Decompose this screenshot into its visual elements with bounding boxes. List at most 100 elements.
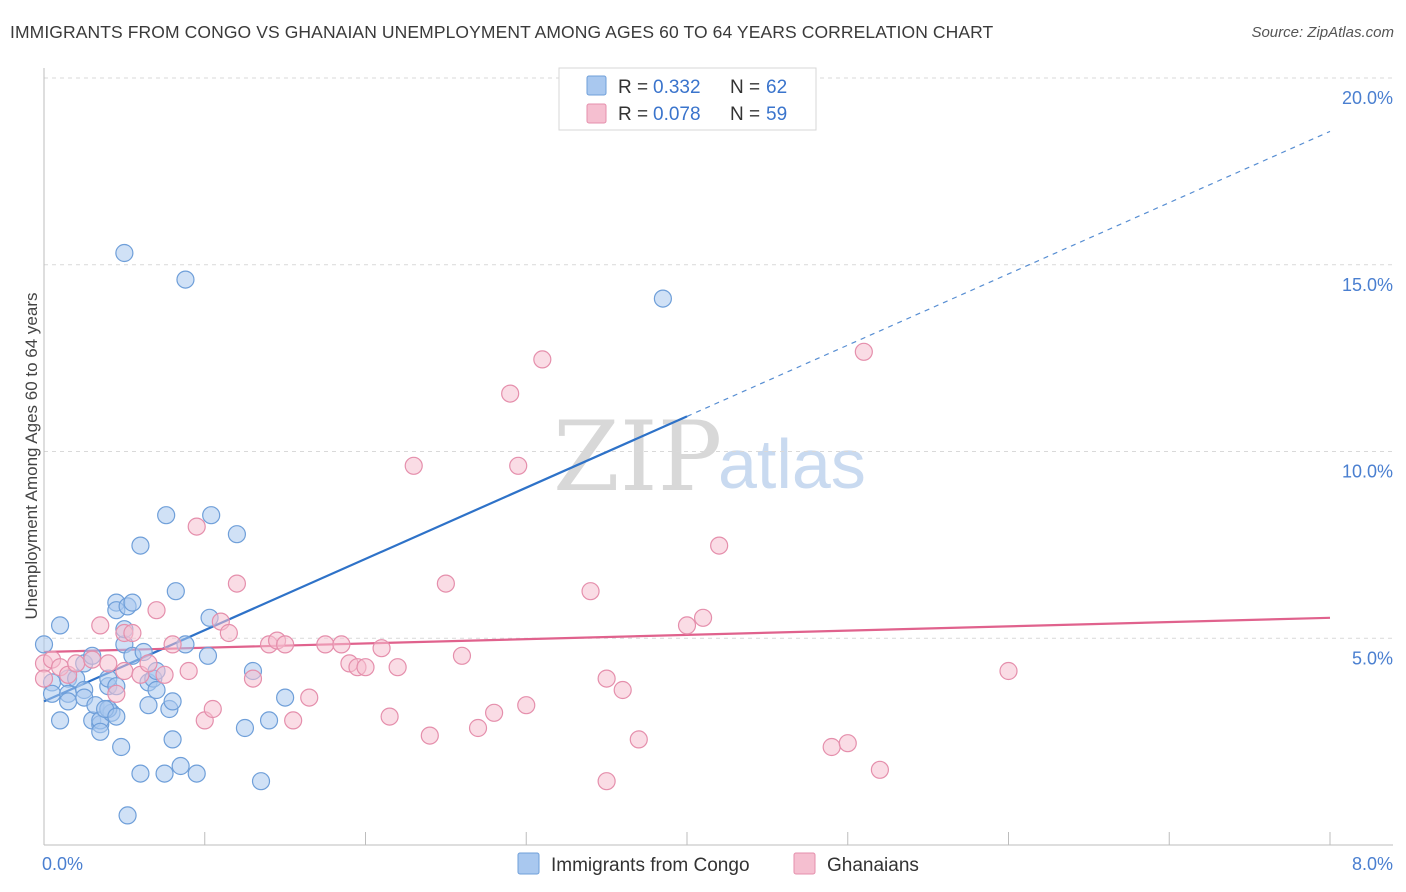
y-tick-label-15: 15.0% bbox=[1342, 275, 1393, 295]
data-point bbox=[284, 711, 303, 730]
data-point bbox=[533, 350, 552, 369]
data-point bbox=[227, 525, 246, 544]
data-point bbox=[822, 737, 841, 757]
data-point bbox=[147, 601, 166, 620]
data-point bbox=[870, 760, 890, 779]
data-point bbox=[112, 737, 131, 757]
legend-blue-n-value: 62 bbox=[766, 77, 787, 98]
data-point bbox=[259, 711, 279, 730]
data-point bbox=[155, 764, 174, 783]
trendline-solid bbox=[43, 616, 1331, 654]
data-point bbox=[123, 593, 142, 612]
trendline-dashed-extension bbox=[686, 130, 1331, 417]
data-point bbox=[452, 646, 472, 665]
data-point bbox=[107, 707, 126, 726]
data-point bbox=[187, 764, 206, 783]
data-point bbox=[613, 680, 632, 700]
data-point bbox=[276, 635, 295, 654]
trendline-ghanaians bbox=[43, 616, 1331, 654]
data-point bbox=[509, 456, 528, 475]
data-point bbox=[50, 616, 70, 635]
data-point bbox=[176, 270, 195, 289]
data-point bbox=[316, 635, 335, 654]
legend-pink-n-label: N = bbox=[730, 104, 760, 125]
data-point bbox=[219, 623, 238, 643]
data-point bbox=[243, 669, 263, 688]
data-point bbox=[356, 658, 375, 677]
trendline-congo bbox=[43, 130, 1331, 703]
data-point bbox=[163, 635, 182, 654]
data-point bbox=[67, 654, 86, 673]
data-point bbox=[854, 342, 873, 361]
data-point bbox=[163, 730, 182, 749]
series-legend: Immigrants from Congo Ghanaians bbox=[517, 852, 919, 876]
data-point bbox=[155, 665, 174, 684]
data-point bbox=[468, 718, 488, 738]
axes bbox=[43, 68, 1393, 846]
legend-blue-r-label: R = bbox=[618, 77, 648, 98]
data-point bbox=[517, 696, 536, 715]
data-point bbox=[629, 730, 648, 749]
chart-title: IMMIGRANTS FROM CONGO VS GHANAIAN UNEMPL… bbox=[10, 22, 994, 42]
legend-blue-n-label: N = bbox=[730, 77, 760, 98]
data-point bbox=[300, 688, 319, 707]
data-point bbox=[251, 772, 271, 791]
correlation-legend: R = 0.332 N = 62 R = 0.078 N = 59 bbox=[558, 67, 817, 131]
series-legend-label-congo: Immigrants from Congo bbox=[551, 855, 750, 876]
legend-swatch-pink bbox=[586, 103, 607, 124]
data-point bbox=[118, 806, 137, 825]
x-tick-label-max: 8.0% bbox=[1352, 854, 1393, 874]
data-point bbox=[202, 506, 221, 525]
data-point bbox=[276, 688, 295, 707]
data-point bbox=[380, 707, 399, 726]
y-axis-title: Unemployment Among Ages 60 to 64 years bbox=[22, 293, 41, 620]
data-point bbox=[372, 639, 391, 658]
data-point bbox=[131, 764, 150, 783]
data-point bbox=[91, 722, 110, 741]
legend-pink-r-value: 0.078 bbox=[653, 104, 701, 125]
data-point bbox=[999, 661, 1018, 681]
data-point bbox=[115, 243, 134, 263]
data-point bbox=[99, 654, 118, 673]
series-congo-points bbox=[34, 243, 672, 825]
data-point bbox=[653, 289, 672, 308]
data-point bbox=[710, 536, 729, 555]
legend-blue-r-value: 0.332 bbox=[653, 77, 701, 98]
data-point bbox=[34, 635, 54, 654]
data-point bbox=[59, 692, 78, 711]
y-tick-labels: 5.0% 10.0% 15.0% 20.0% bbox=[1342, 88, 1393, 668]
data-point bbox=[123, 623, 142, 643]
data-point bbox=[420, 726, 439, 745]
data-point bbox=[179, 661, 198, 681]
data-point bbox=[436, 574, 455, 593]
series-legend-swatch-congo bbox=[517, 852, 540, 875]
x-tick-label-min: 0.0% bbox=[42, 854, 83, 874]
data-point bbox=[83, 650, 102, 669]
data-point bbox=[187, 517, 206, 536]
data-point bbox=[203, 699, 222, 719]
data-point bbox=[34, 669, 54, 688]
data-point bbox=[139, 654, 158, 673]
data-point bbox=[107, 684, 126, 703]
legend-pink-n-value: 59 bbox=[766, 104, 787, 125]
y-tick-label-5: 5.0% bbox=[1352, 648, 1393, 668]
data-point bbox=[157, 506, 176, 525]
data-point bbox=[50, 711, 70, 730]
series-ghanaians-points bbox=[34, 342, 1018, 791]
data-point bbox=[227, 574, 246, 593]
series-legend-swatch-ghanaians bbox=[793, 852, 816, 875]
source-label: Source: ZipAtlas.com bbox=[1251, 24, 1394, 41]
data-point bbox=[388, 658, 407, 677]
data-point bbox=[131, 536, 150, 555]
data-point bbox=[404, 456, 423, 475]
watermark: ZIP atlas bbox=[553, 401, 866, 513]
y-tick-label-20: 20.0% bbox=[1342, 88, 1393, 108]
data-point bbox=[581, 582, 600, 601]
data-point bbox=[139, 696, 158, 715]
legend-swatch-blue bbox=[586, 75, 607, 96]
data-point bbox=[597, 772, 616, 791]
data-point bbox=[147, 680, 166, 700]
watermark-zip: ZIP bbox=[553, 401, 722, 513]
data-point bbox=[166, 582, 185, 601]
